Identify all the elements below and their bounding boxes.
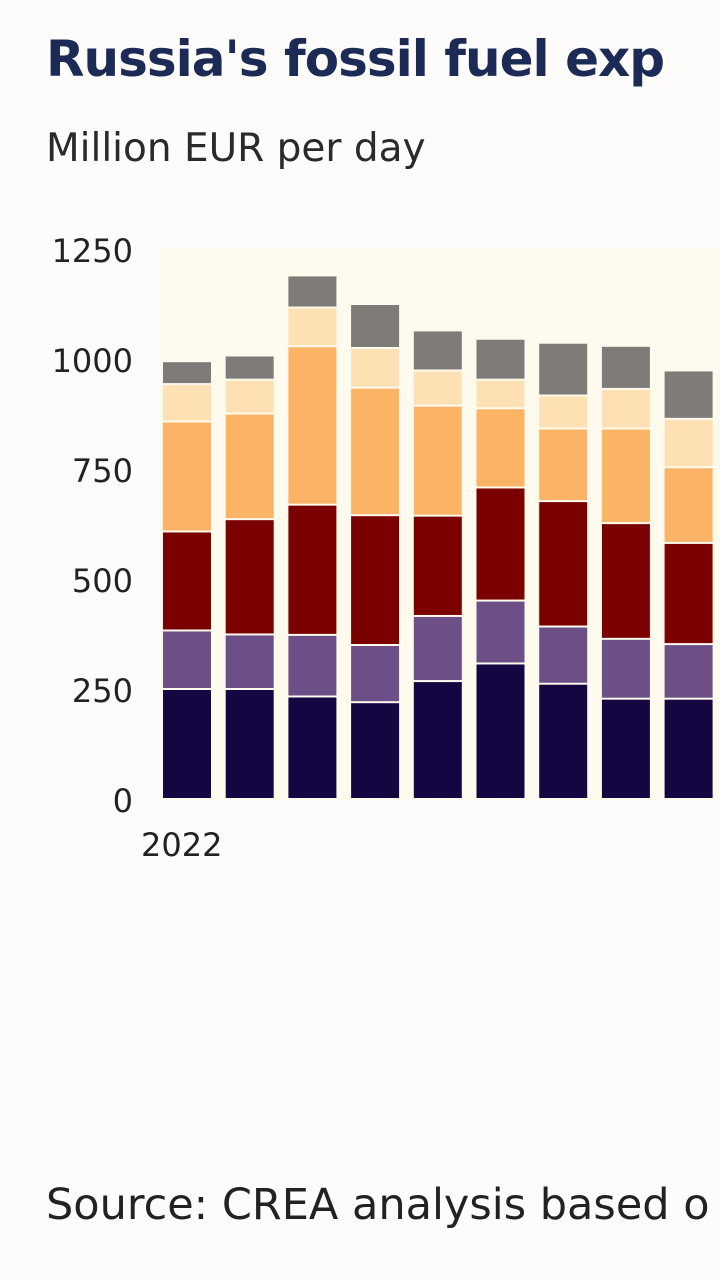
bar-segment bbox=[601, 699, 650, 798]
bar-segment bbox=[288, 635, 337, 696]
bar-segment bbox=[664, 371, 713, 418]
y-tick-label: 1000 bbox=[52, 342, 133, 380]
bar-segment bbox=[601, 524, 650, 638]
y-tick-label: 250 bbox=[72, 672, 133, 710]
y-tick-label: 0 bbox=[113, 782, 133, 820]
bar-segment bbox=[664, 645, 713, 698]
bar-segment bbox=[664, 419, 713, 467]
bar-segment bbox=[413, 371, 462, 405]
bar-segment bbox=[539, 429, 588, 501]
y-axis-ticks: 0 250 500 750 1000 1250 bbox=[52, 232, 133, 820]
bar-segment bbox=[476, 409, 525, 487]
bar-segment bbox=[413, 406, 462, 515]
bar-segment bbox=[225, 414, 274, 519]
bar-segment bbox=[539, 343, 588, 395]
bar-segment bbox=[476, 339, 525, 379]
bar-segment bbox=[476, 488, 525, 600]
x-tick-label: 2022 bbox=[141, 826, 222, 864]
bar-segment bbox=[601, 389, 650, 428]
bar-segment bbox=[664, 468, 713, 542]
bar-segment bbox=[163, 631, 211, 688]
bar-segment bbox=[288, 697, 337, 798]
bar-segment bbox=[288, 347, 337, 504]
bars bbox=[163, 276, 713, 798]
bar-segment bbox=[351, 646, 400, 702]
bar-segment bbox=[351, 349, 400, 387]
bar-segment bbox=[163, 532, 211, 630]
bar-segment bbox=[664, 699, 713, 798]
bar-segment bbox=[413, 331, 462, 370]
bar-segment bbox=[601, 429, 650, 523]
y-tick-label: 1250 bbox=[52, 232, 133, 270]
chart-subtitle: Million EUR per day bbox=[46, 126, 426, 171]
bar-segment bbox=[601, 639, 650, 698]
bar-segment bbox=[163, 385, 211, 421]
bar-segment bbox=[476, 664, 525, 798]
source-note: Source: CREA analysis based o bbox=[46, 1180, 710, 1230]
bar-segment bbox=[539, 502, 588, 626]
bar-segment bbox=[288, 308, 337, 346]
bar-segment bbox=[225, 635, 274, 688]
bar-segment bbox=[225, 690, 274, 798]
bar-segment bbox=[476, 380, 525, 408]
stacked-bar-chart: 0 250 500 750 1000 1250 2022 bbox=[52, 232, 720, 864]
bar-segment bbox=[539, 627, 588, 683]
bar-segment bbox=[225, 356, 274, 379]
chart-title: Russia's fossil fuel exp bbox=[46, 30, 665, 88]
bar-segment bbox=[601, 346, 650, 388]
bar-segment bbox=[163, 362, 211, 384]
bar-segment bbox=[351, 305, 400, 347]
y-tick-label: 500 bbox=[72, 562, 133, 600]
bar-segment bbox=[413, 616, 462, 681]
bar-segment bbox=[288, 276, 337, 307]
bar-segment bbox=[163, 422, 211, 531]
y-tick-label: 750 bbox=[72, 452, 133, 490]
bar-segment bbox=[476, 601, 525, 663]
bar-segment bbox=[539, 684, 588, 798]
bar-segment bbox=[413, 516, 462, 615]
bar-segment bbox=[351, 516, 400, 644]
bar-segment bbox=[351, 388, 400, 515]
bar-segment bbox=[288, 505, 337, 634]
bar-segment bbox=[539, 396, 588, 428]
bar-segment bbox=[664, 543, 713, 644]
bar-segment bbox=[225, 520, 274, 634]
bar-segment bbox=[225, 380, 274, 413]
bar-segment bbox=[163, 690, 211, 798]
bar-segment bbox=[413, 682, 462, 798]
bar-segment bbox=[351, 703, 400, 798]
